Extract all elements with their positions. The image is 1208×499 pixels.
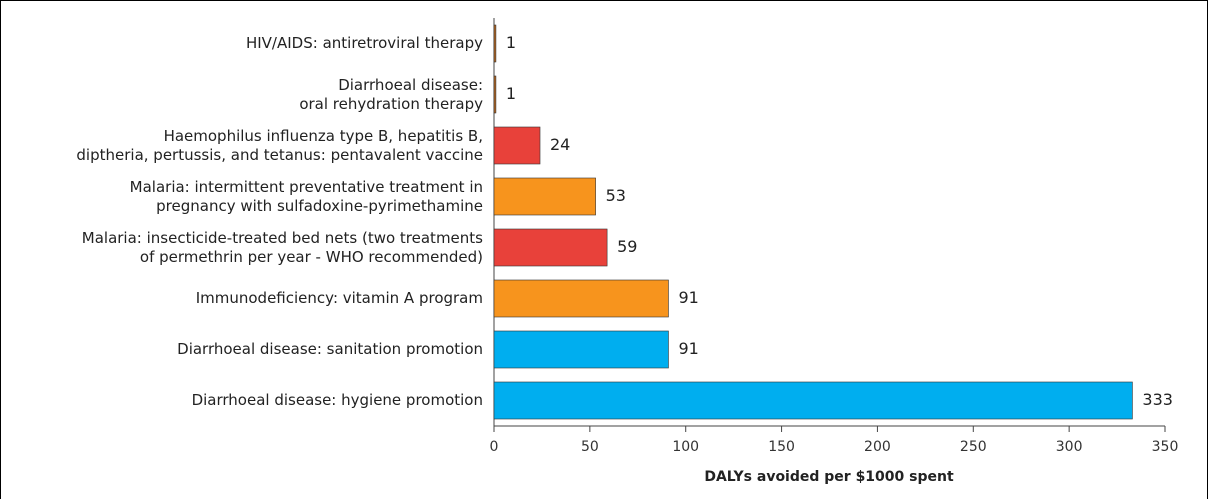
value-label: 333 bbox=[1142, 390, 1173, 409]
bar bbox=[493, 75, 497, 114]
y-tick-label: Malaria: intermittent preventative treat… bbox=[130, 178, 483, 215]
y-tick-label: Malaria: insecticide-treated bed nets (t… bbox=[82, 229, 483, 266]
y-tick-label: Diarrhoeal disease: sanitation promotion bbox=[177, 340, 483, 358]
x-tick-label: 300 bbox=[1056, 439, 1083, 455]
value-label: 1 bbox=[506, 84, 516, 103]
value-label: 91 bbox=[678, 288, 698, 307]
x-tick-label: 200 bbox=[864, 439, 891, 455]
x-tick-label: 350 bbox=[1152, 439, 1179, 455]
x-tick-label: 250 bbox=[960, 439, 987, 455]
bar bbox=[493, 126, 541, 165]
x-tick-label: 0 bbox=[490, 439, 499, 455]
y-tick-label: HIV/AIDS: antiretroviral therapy bbox=[246, 34, 483, 52]
y-tick-label: Diarrhoeal disease: oral rehydration ther… bbox=[299, 76, 483, 113]
x-tick-label: 100 bbox=[672, 439, 699, 455]
value-label: 24 bbox=[550, 135, 570, 154]
bar bbox=[493, 330, 669, 369]
bar bbox=[493, 279, 669, 318]
bar bbox=[493, 177, 596, 216]
x-axis-label: DALYs avoided per $1000 spent bbox=[704, 469, 954, 485]
bar bbox=[493, 381, 1133, 420]
bar bbox=[493, 228, 608, 267]
y-tick-label: Haemophilus influenza type B, hepatitis … bbox=[76, 127, 483, 164]
value-label: 53 bbox=[606, 186, 626, 205]
y-tick-label: Diarrhoeal disease: hygiene promotion bbox=[192, 391, 483, 409]
x-tick-label: 150 bbox=[768, 439, 795, 455]
value-label: 1 bbox=[506, 33, 516, 52]
bar bbox=[493, 24, 497, 63]
value-label: 91 bbox=[678, 339, 698, 358]
x-tick-label: 50 bbox=[581, 439, 599, 455]
y-tick-label: Immunodeficiency: vitamin A program bbox=[196, 289, 483, 307]
value-label: 59 bbox=[617, 237, 637, 256]
